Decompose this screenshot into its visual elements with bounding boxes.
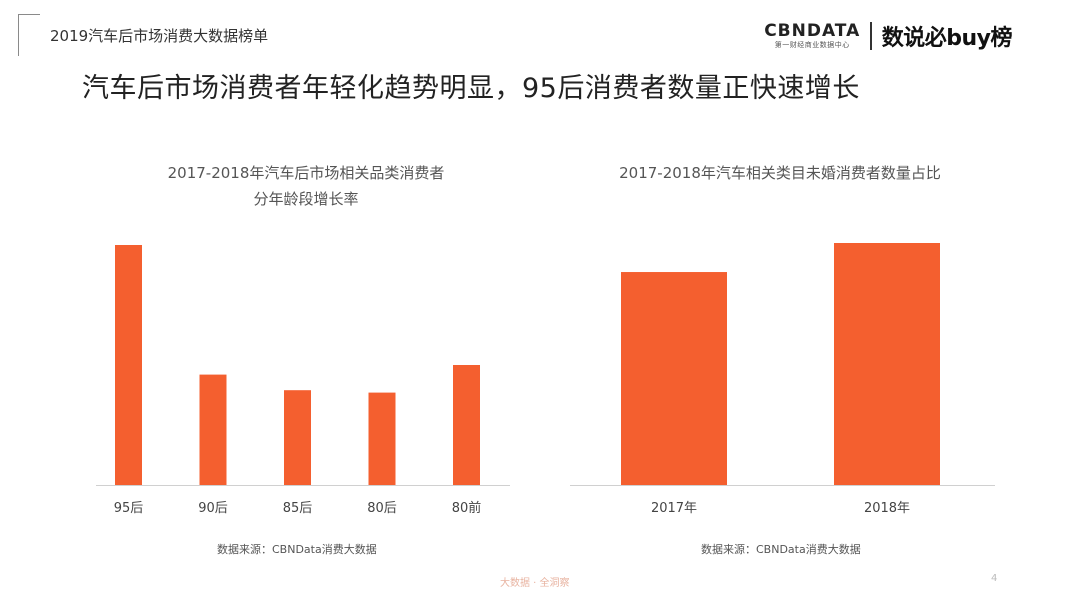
footer-watermark: 大数据 · 全洞察	[500, 578, 570, 589]
cbndata-logo-text: CBNDATA	[764, 21, 861, 41]
chart1-category-label-2: 85后	[283, 501, 313, 516]
buy-list-logo: 数说必buy榜	[881, 26, 1013, 51]
chart2-source-note: 数据来源：CBNData消费大数据	[701, 543, 861, 556]
cbndata-logo-subtitle: 第一财经商业数据中心	[774, 41, 850, 49]
chart1-category-label-3: 80后	[367, 501, 397, 516]
chart1-age-growth: 95后 90后 85后 80后 80前	[96, 245, 510, 516]
page-headline: 汽车后市场消费者年轻化趋势明显，95后消费者数量正快速增长	[82, 73, 860, 104]
report-tag: 2019汽车后市场消费大数据榜单	[50, 27, 269, 45]
chart2-bar-1	[834, 243, 940, 485]
chart1-category-label-4: 80前	[452, 500, 482, 516]
chart2-title: 2017-2018年汽车相关类目未婚消费者数量占比	[619, 164, 941, 182]
chart1-bar-1	[199, 374, 227, 485]
chart2-bar-0	[621, 272, 727, 485]
chart1-title: 2017-2018年汽车后市场相关品类消费者 分年龄段增长率	[96, 160, 516, 212]
chart2-unmarried-share: 2017年 2018年	[570, 243, 995, 516]
chart1-bar-3	[368, 392, 396, 485]
chart1-source-note: 数据来源：CBNData消费大数据	[217, 543, 377, 556]
chart1-bar-0	[115, 245, 142, 485]
chart1-category-label-1: 90后	[198, 501, 228, 516]
chart1-title-line2: 分年龄段增长率	[253, 190, 359, 208]
brand-divider	[870, 22, 872, 50]
chart2-category-label-1: 2018年	[864, 501, 910, 516]
corner-bracket-decoration	[18, 14, 40, 56]
chart2-category-label-0: 2017年	[651, 501, 697, 516]
page-number: 4	[991, 573, 998, 584]
cbndata-logo: CBNDATA 第一财经商业数据中心	[764, 22, 860, 50]
chart1-category-label-0: 95后	[114, 501, 144, 516]
chart1-bar-4	[453, 365, 480, 485]
brand-logos: CBNDATA 第一财经商业数据中心 数说必buy榜	[764, 18, 1013, 54]
chart1-title-line1: 2017-2018年汽车后市场相关品类消费者	[167, 164, 445, 182]
chart1-bar-2	[284, 390, 311, 485]
